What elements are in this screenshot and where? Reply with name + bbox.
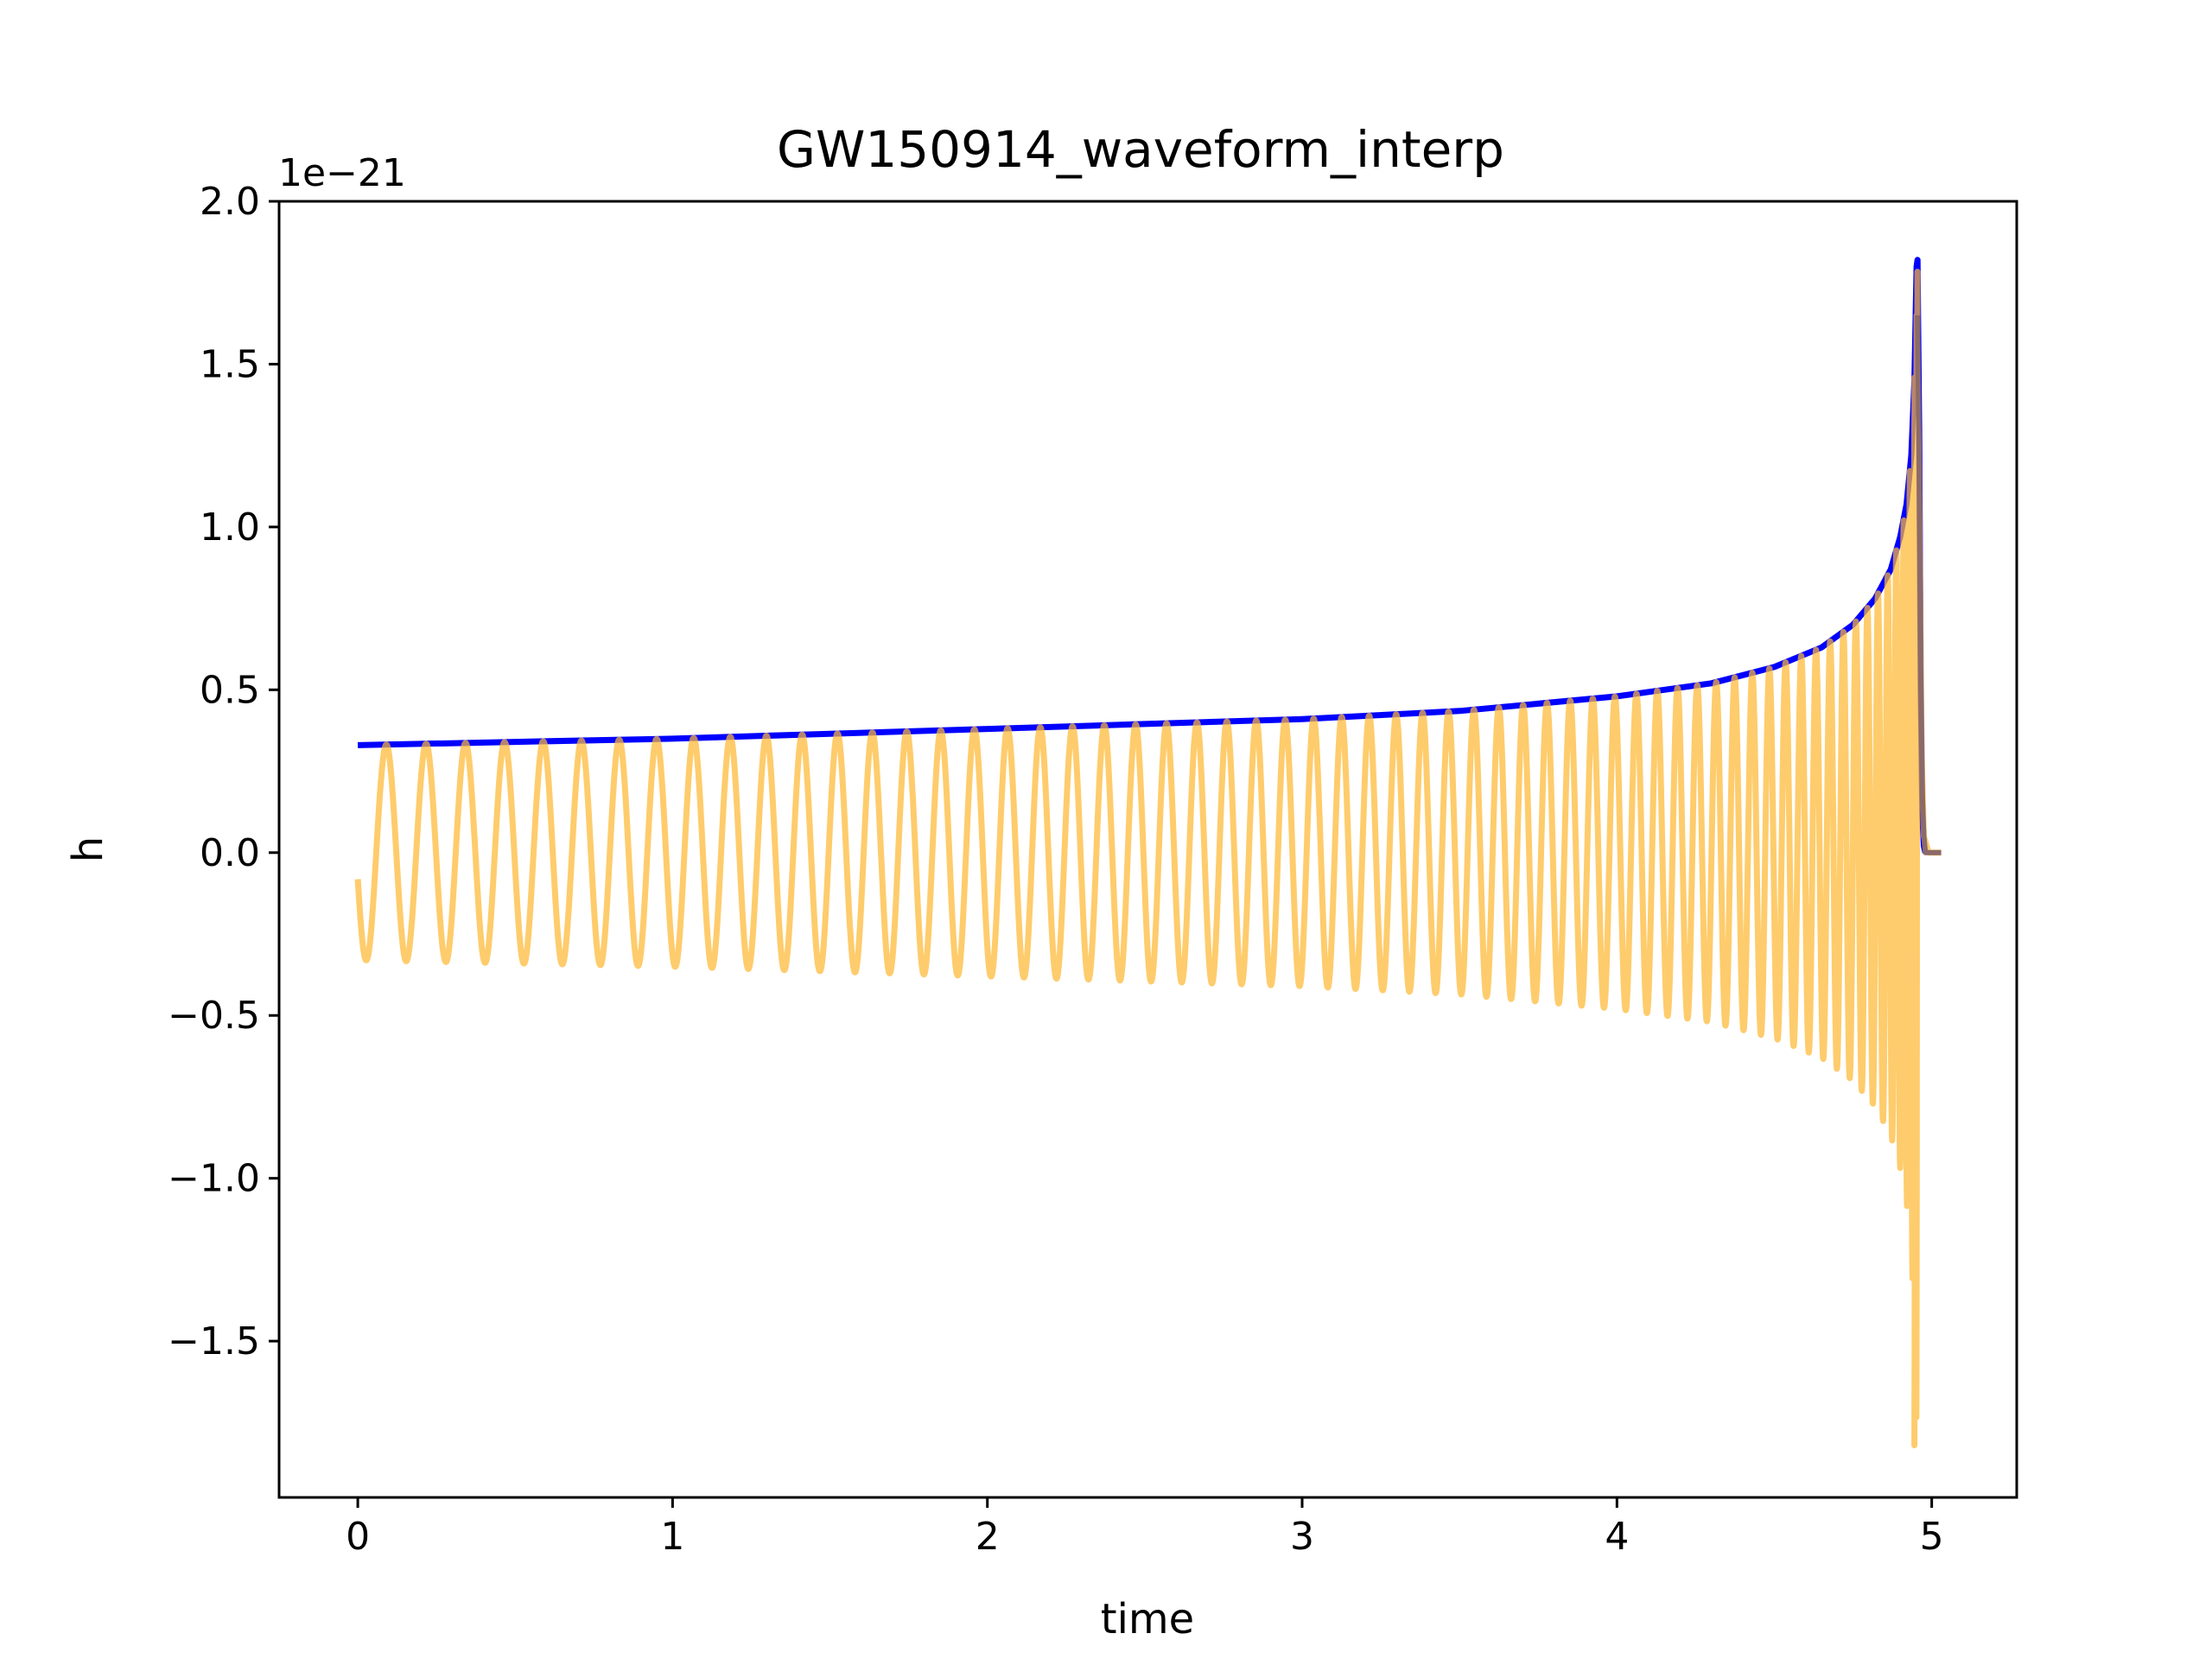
y-tick-label: 1.5 — [200, 342, 260, 386]
plot-frame — [277, 200, 2018, 1499]
y-tick-label: −1.0 — [168, 1157, 260, 1201]
ringdown-line — [1915, 315, 1942, 855]
y-tick-label: −0.5 — [168, 994, 260, 1038]
x-tick-label: 3 — [1290, 1515, 1314, 1559]
y-tick-label: 2.0 — [200, 180, 260, 224]
x-tick-label: 5 — [1920, 1515, 1944, 1559]
y-axis-label: h — [64, 836, 112, 862]
x-tick-label: 1 — [660, 1515, 684, 1559]
y-tick-label: 1.0 — [200, 505, 260, 550]
x-axis-label: time — [1101, 1595, 1194, 1643]
y-tick-label: 0.5 — [200, 668, 260, 712]
y-axis: −1.5 −1.0 −0.5 0.0 0.5 1.0 1.5 2.0 — [168, 180, 279, 1363]
plot-area — [354, 257, 1942, 1449]
x-tick-label: 0 — [346, 1515, 370, 1559]
waveform-line — [354, 269, 1942, 1449]
y-tick-label: 0.0 — [200, 831, 260, 875]
x-tick-label: 2 — [976, 1515, 1000, 1559]
chart-title: GW150914_waveform_interp — [777, 120, 1504, 179]
y-offset-text: 1e−21 — [278, 151, 406, 195]
x-tick-label: 4 — [1605, 1515, 1629, 1559]
y-tick-label: −1.5 — [168, 1319, 260, 1363]
x-axis: 0 1 2 3 4 5 — [346, 1497, 1944, 1559]
